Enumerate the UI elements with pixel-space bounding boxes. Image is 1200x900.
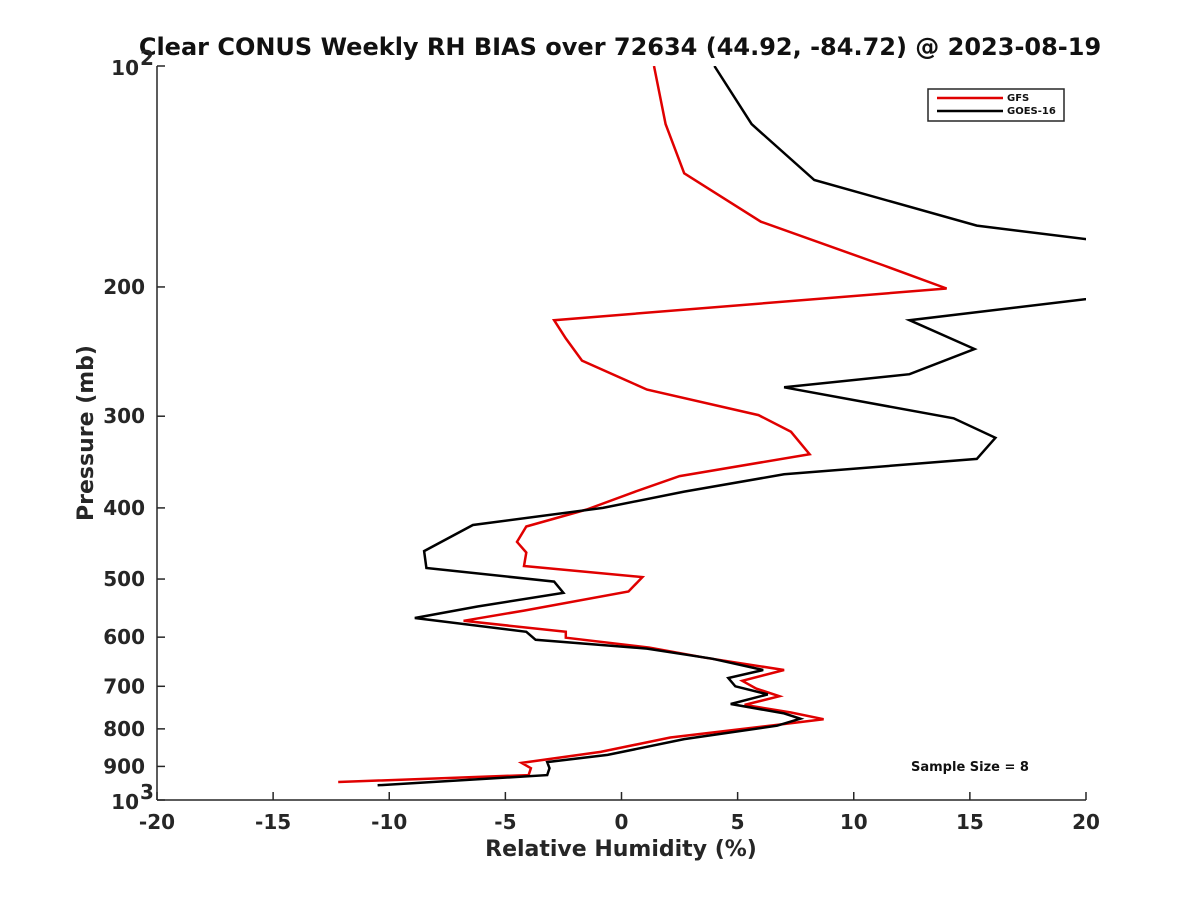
legend-box — [927, 88, 1065, 122]
x-tick-label: -15 — [255, 810, 291, 834]
x-tick-label: -10 — [371, 810, 407, 834]
y-tick-label: 700 — [103, 674, 145, 698]
x-tick-label: 10 — [840, 810, 868, 834]
x-tick-label: 20 — [1072, 810, 1100, 834]
y-tick-label: 800 — [103, 717, 145, 741]
series-line-goes16 — [377, 66, 1086, 787]
sample-size-annotation: Sample Size = 8 — [911, 760, 1029, 775]
ticks-layer: -20 -15 -10 -5 0 5 10 15 20 200 300 400 500 600 700 800… — [103, 46, 1100, 834]
series-line-gfs — [338, 66, 948, 784]
x-tick-label: 0 — [615, 810, 629, 834]
y-bound-exp-bottom: 3 — [140, 780, 154, 804]
y-tick-label: 400 — [103, 496, 145, 520]
y-bound-label-bottom: 10 — [111, 790, 139, 814]
plot-area — [157, 66, 1086, 800]
y-tick-label: 600 — [103, 625, 145, 649]
y-tick-label: 500 — [103, 567, 145, 591]
x-axis-label: Relative Humidity (%) — [485, 837, 757, 862]
chart-title: Clear CONUS Weekly RH BIAS over 72634 (4… — [139, 33, 1101, 61]
legend-label-goes16: GOES-16 — [1007, 106, 1056, 117]
y-tick-label: 200 — [103, 275, 145, 299]
y-tick-label: 900 — [103, 754, 145, 778]
x-tick-label: 5 — [731, 810, 745, 834]
series-layer — [338, 66, 1086, 787]
legend: GFS GOES-16 — [927, 88, 1065, 122]
y-axis-label: Pressure (mb) — [74, 345, 99, 521]
x-tick-label: -20 — [139, 810, 175, 834]
x-tick-label: 15 — [956, 810, 984, 834]
y-bound-exp-top: 2 — [140, 46, 154, 70]
y-bound-label-top: 10 — [111, 56, 139, 80]
legend-label-gfs: GFS — [1007, 93, 1029, 104]
y-tick-label: 300 — [103, 404, 145, 428]
x-tick-label: -5 — [494, 810, 516, 834]
